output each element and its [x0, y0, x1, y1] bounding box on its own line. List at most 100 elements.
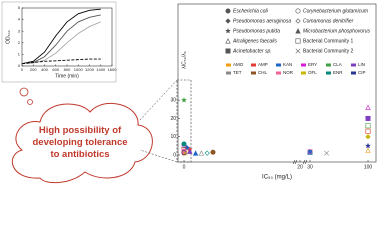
point	[365, 123, 371, 129]
y-axis-label: OD₆₀₀	[5, 30, 11, 44]
y-tick-label: 0	[18, 63, 21, 68]
legend-swatch	[326, 63, 331, 67]
legend-swatch	[226, 71, 231, 75]
line-series	[21, 58, 101, 65]
legend-label: CLA	[333, 62, 342, 67]
legend-label: AMP	[258, 62, 268, 67]
x-tick-label: 20	[297, 164, 303, 170]
x-tick-label: 400	[41, 67, 48, 72]
x-tick-label: 600	[52, 67, 59, 72]
legend-swatch	[351, 71, 356, 75]
line-series	[21, 21, 101, 65]
x-tick-label: 1400	[96, 67, 106, 72]
x-tick-label: 1200	[85, 67, 95, 72]
y-tick-label: 0	[173, 152, 176, 158]
legend-swatch	[301, 63, 306, 67]
point	[192, 150, 199, 156]
y-tick-label: 20	[170, 116, 176, 122]
legend-marker	[225, 48, 231, 54]
point	[181, 97, 187, 103]
legend-label: Comamonas denitrifier	[303, 18, 354, 24]
legend-marker	[225, 28, 231, 34]
line-series	[21, 8, 101, 65]
cloud-bubble	[27, 99, 33, 105]
x-tick-label: 200	[30, 67, 37, 72]
plot-frame	[177, 3, 377, 163]
line-series	[21, 14, 101, 65]
legend-marker	[295, 8, 301, 14]
legend-marker	[295, 48, 301, 54]
cloud	[11, 102, 153, 184]
legend-label: ENR	[333, 70, 343, 75]
point	[365, 147, 371, 153]
y-tick-label: 1	[18, 51, 21, 56]
legend-label: Bacterial Community 1	[303, 38, 354, 44]
legend-marker	[225, 8, 231, 14]
legend-label: Bacterial Community 2	[303, 48, 354, 54]
legend-label: Pseudomonas putida	[233, 28, 280, 34]
legend-swatch	[251, 71, 256, 75]
legend-swatch	[251, 63, 256, 67]
point	[365, 104, 371, 110]
point	[182, 150, 188, 156]
point	[181, 141, 187, 147]
legend-label: Microbacterium phosphovorus	[303, 28, 370, 34]
legend-label: OFL	[308, 70, 317, 75]
point	[365, 115, 371, 121]
legend-label: Alcaligenes faecalis	[232, 38, 277, 44]
y-tick-label: 2	[18, 40, 21, 45]
legend-label: KAN	[283, 62, 292, 67]
legend-swatch	[276, 71, 281, 75]
legend-swatch	[276, 63, 281, 67]
cloud-bubble	[19, 87, 29, 97]
point	[181, 148, 187, 154]
legend-label: LIN	[358, 62, 365, 67]
point	[365, 142, 371, 149]
y-tick-label: 30	[170, 97, 176, 103]
figure: 0 200 400 600 800 1000 1200 1400 1600012345Time …	[1, 1, 377, 184]
point	[204, 150, 210, 156]
y-tick-label: 5	[18, 5, 21, 10]
x-tick-label: 100	[364, 164, 373, 170]
legend-swatch	[301, 71, 306, 75]
legend-label: NOR	[283, 70, 294, 75]
point	[365, 134, 371, 140]
axis-break	[302, 159, 308, 165]
legend-swatch	[351, 63, 356, 67]
x-tick-label: 0	[183, 164, 186, 170]
point	[187, 148, 193, 154]
legend-label: CIP	[358, 70, 366, 75]
legend-marker	[295, 28, 301, 34]
legend-marker	[225, 38, 231, 44]
y-tick-label: 10	[170, 134, 176, 140]
x-tick-label: 1000	[74, 67, 84, 72]
legend-label: ERY	[308, 62, 317, 67]
x-tick-label: 0	[21, 67, 24, 72]
legend-label: Acinetobacter sp.	[232, 48, 272, 54]
annotation: High possibility of developing tolerance t…	[32, 125, 127, 160]
legend-swatch	[326, 71, 331, 75]
y-tick-label: 3	[18, 28, 21, 33]
y-axis-label: λIC₅₀/λ₀	[181, 51, 187, 69]
x-tick-label: 30	[307, 164, 313, 170]
legend-marker	[295, 38, 301, 44]
point	[181, 150, 187, 156]
legend-label: AMO	[233, 62, 244, 67]
point	[307, 148, 313, 154]
connector	[139, 149, 178, 163]
x-tick-label: 1600	[108, 67, 118, 72]
point	[365, 128, 371, 134]
y-tick-label: 4	[18, 17, 21, 22]
legend-swatch	[226, 63, 231, 67]
point	[198, 150, 205, 156]
legend-label: Corynebacterium glutamicum	[303, 8, 368, 14]
axis-break	[292, 159, 298, 165]
legend-label: CHL	[258, 70, 267, 75]
legend-label: TET	[233, 70, 242, 75]
point	[324, 150, 329, 156]
legend-label: Pseudomonas aeruginosa	[233, 18, 291, 24]
legend-marker	[225, 18, 231, 24]
point	[210, 149, 216, 155]
legend-label: Escherichia coli	[233, 8, 269, 14]
legend-marker	[295, 18, 301, 24]
